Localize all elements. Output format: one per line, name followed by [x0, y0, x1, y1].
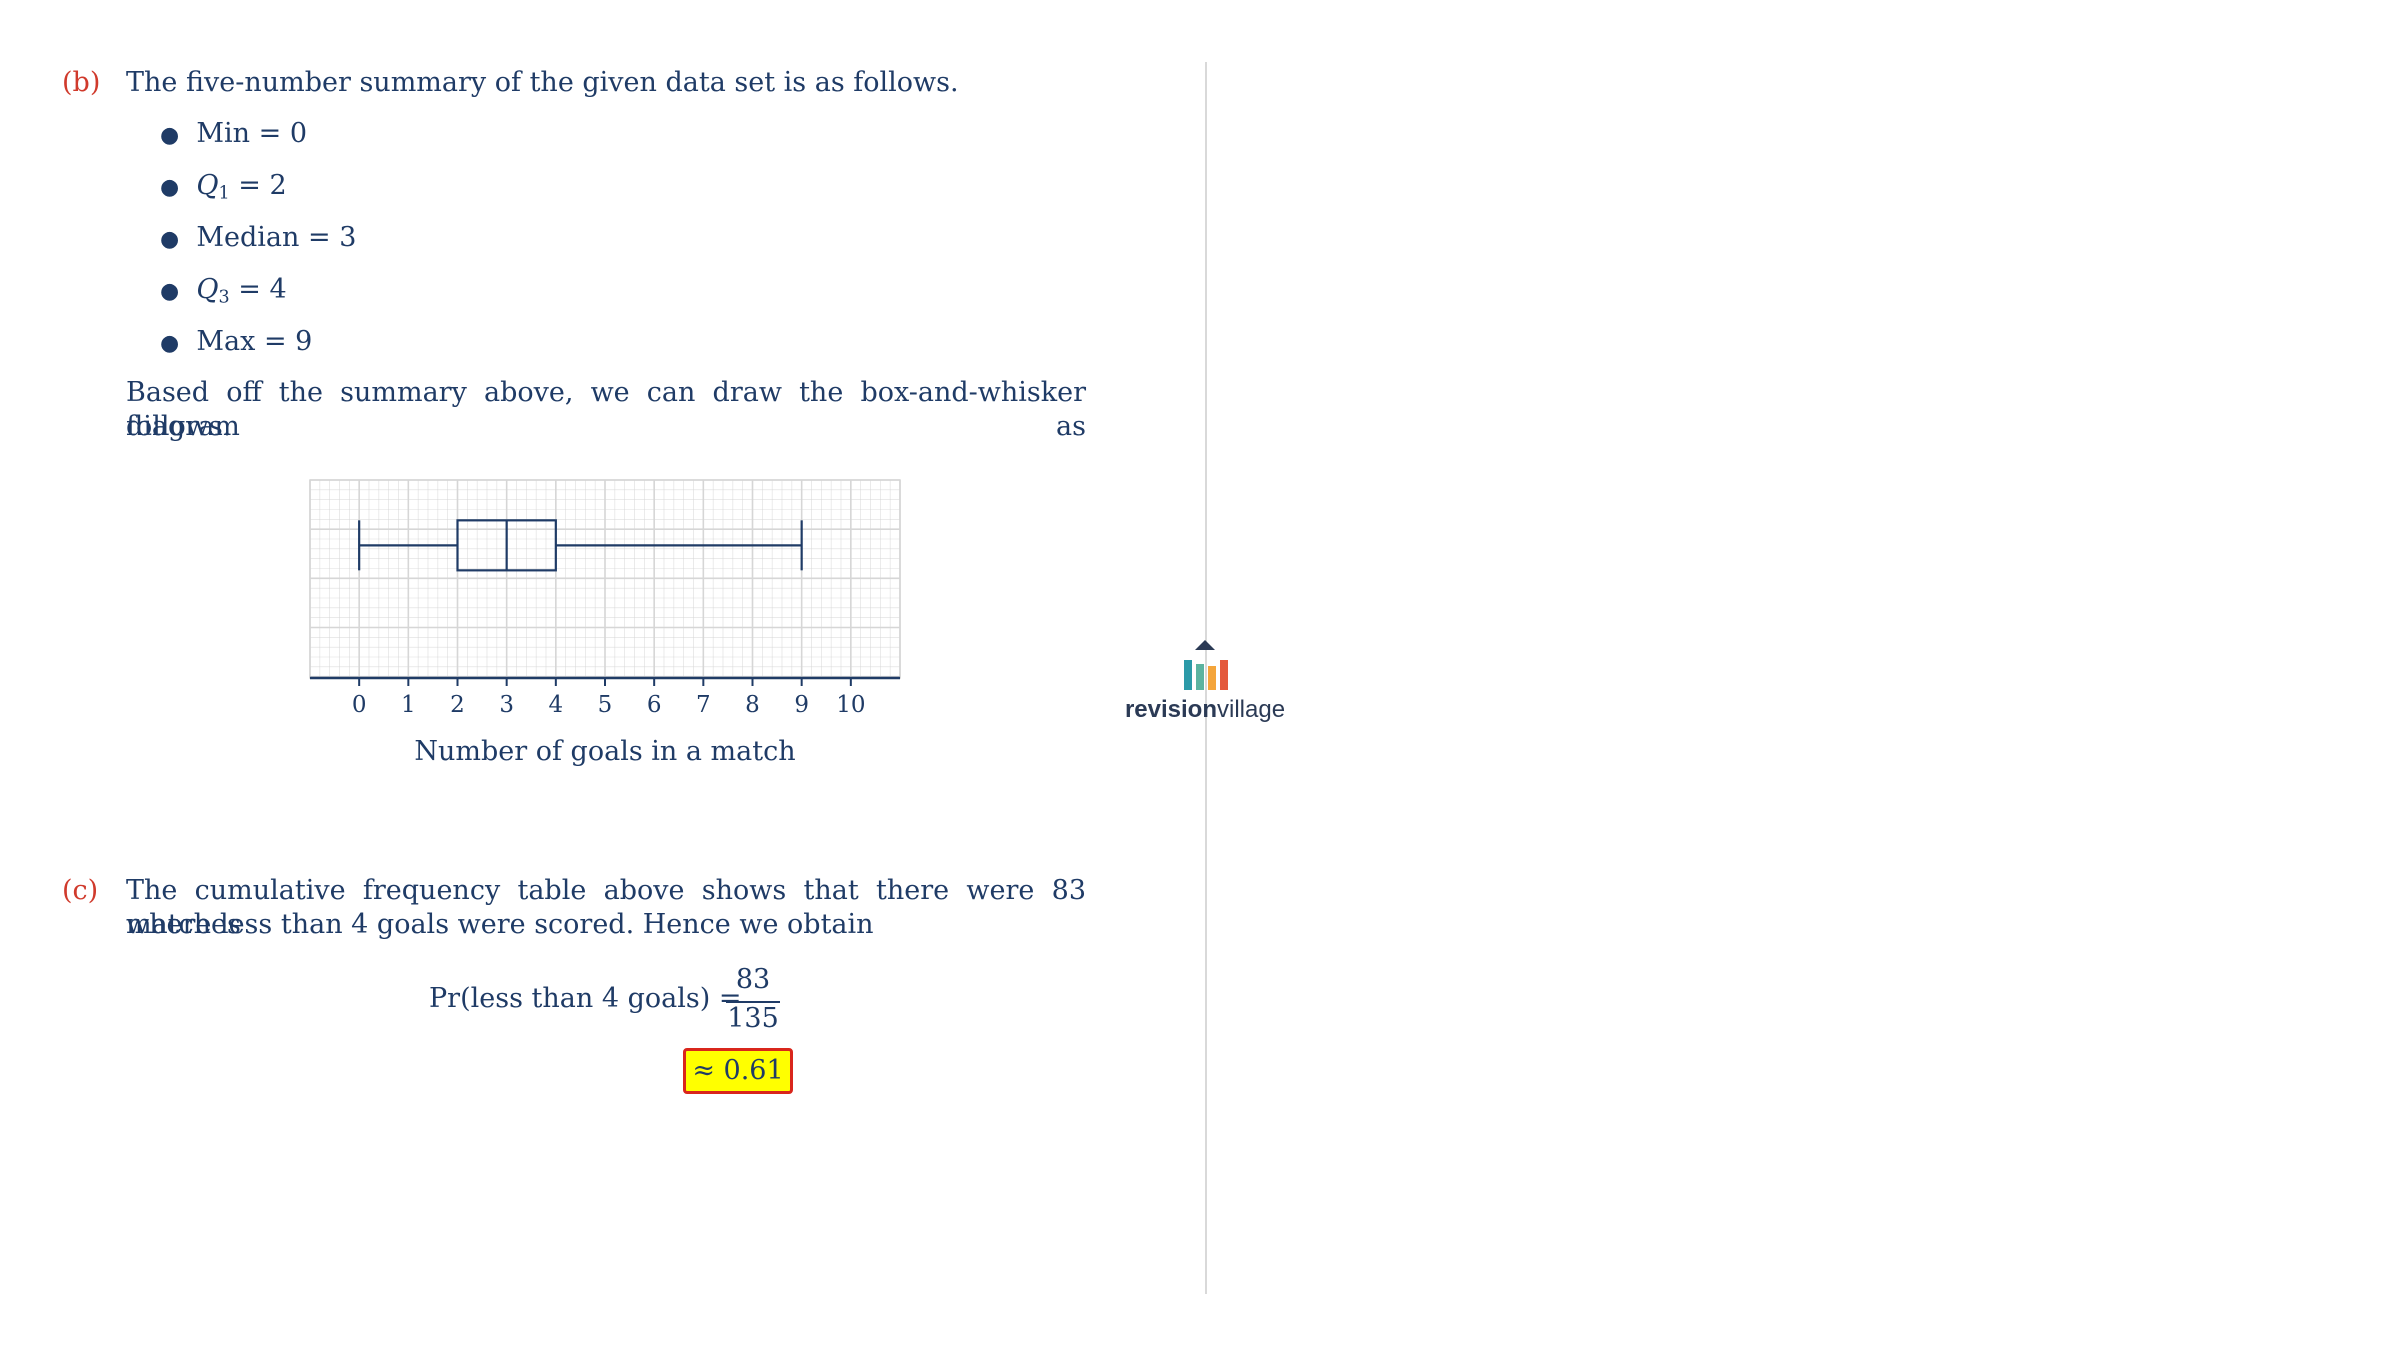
list-item: ● Max = 9	[160, 325, 312, 361]
x-tick-label: 6	[647, 692, 662, 718]
list-item: ● Q1 = 2	[160, 169, 287, 210]
chart-plot	[358, 519, 803, 572]
bullet-name: Median	[196, 222, 300, 253]
bullet-value: = 3	[308, 222, 357, 253]
list-item: ● Median = 3	[160, 221, 356, 257]
x-axis-label: Number of goals in a match	[414, 736, 795, 767]
list-item: ● Q3 = 4	[160, 273, 287, 314]
bullet-icon: ●	[160, 123, 180, 148]
bullet-subscript: 1	[218, 183, 230, 204]
part-c-label: (c)	[62, 875, 99, 906]
x-tick-label: 7	[696, 692, 711, 718]
bullet-icon: ●	[160, 227, 180, 252]
bullet-value: = 0	[258, 118, 308, 149]
x-tick-label: 1	[401, 692, 416, 718]
bullet-name: Q	[196, 274, 219, 305]
fraction-denominator: 135	[727, 1003, 779, 1034]
x-tick-label: 8	[745, 692, 760, 718]
logo-text-regular: village	[1217, 696, 1286, 723]
x-tick-label: 10	[836, 692, 865, 718]
x-tick-label: 5	[598, 692, 613, 718]
part-c-line1: The cumulative frequency table above sho…	[126, 875, 1086, 940]
x-tick-label: 2	[450, 692, 465, 718]
bullet-value: = 4	[238, 274, 287, 305]
bullet-value: = 9	[263, 326, 313, 357]
x-tick-label: 4	[549, 692, 564, 718]
x-tick-label: 9	[794, 692, 809, 718]
part-c-line2: where less than 4 goals were scored. Hen…	[126, 909, 874, 940]
bullet-name: Min	[196, 118, 251, 149]
chart-axis: 0 1 2 3 4 5 6 7 8 9 10	[310, 676, 900, 718]
bullet-name: Q	[196, 170, 219, 201]
logo-text-bold: revision	[1124, 696, 1217, 723]
list-item: ● Min = 0	[160, 117, 307, 153]
bullet-value: = 2	[238, 170, 287, 201]
revisionvillage-logo-text: revisionvillage	[1100, 696, 1310, 724]
part-b-paragraph-line1: Based off the summary above, we can draw…	[126, 377, 1086, 442]
fraction-bar	[726, 1001, 780, 1003]
page-divider	[1205, 62, 1207, 1294]
part-b-label: (b)	[62, 67, 101, 98]
chart-grid	[309, 479, 901, 679]
part-b-paragraph-line2: follows.	[126, 411, 232, 442]
bullet-name: Max	[196, 326, 256, 357]
bullet-icon: ●	[160, 279, 180, 304]
answer-highlight: ≈ 0.61	[683, 1048, 793, 1094]
revisionvillage-logo-icon	[1184, 640, 1228, 690]
probability-expression: Pr(less than 4 goals) =	[429, 983, 742, 1014]
x-tick-label: 0	[352, 692, 367, 718]
fraction-numerator: 83	[735, 964, 771, 995]
x-tick-label: 3	[499, 692, 514, 718]
bullet-subscript: 3	[218, 287, 230, 308]
box-whisker-chart: 0 1 2 3 4 5 6 7 8 9 10 Number of goals in a match	[309, 479, 901, 767]
part-b-intro: The five-number summary of the given dat…	[126, 67, 959, 98]
bullet-icon: ●	[160, 175, 180, 200]
bullet-icon: ●	[160, 331, 180, 356]
